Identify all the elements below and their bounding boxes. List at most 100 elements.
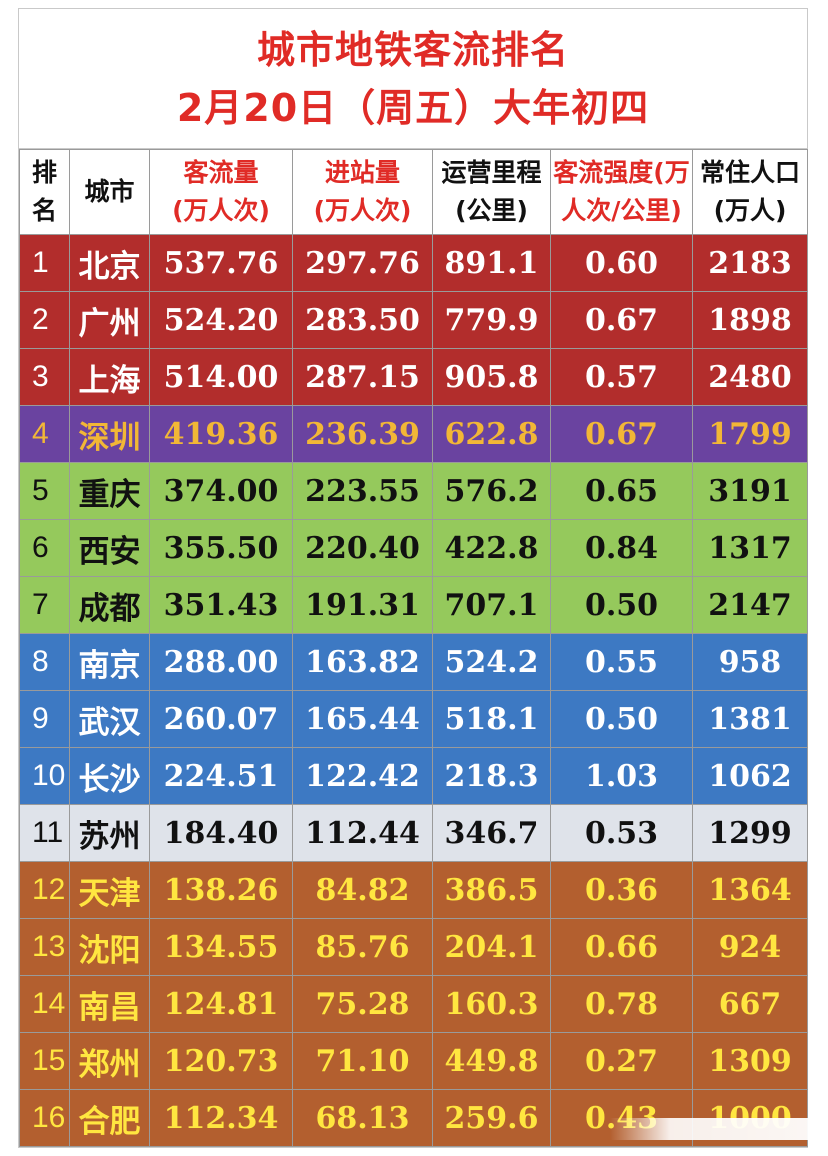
rank-cell: 4 bbox=[19, 405, 70, 463]
entries-cell: 75.28 bbox=[292, 975, 433, 1033]
intensity-cell: 0.50 bbox=[550, 690, 693, 748]
population-cell: 2147 bbox=[692, 576, 808, 634]
table-row: 1 北京 537.76 297.76 891.1 0.60 2183 bbox=[19, 234, 808, 292]
population-cell: 1299 bbox=[692, 804, 808, 862]
mileage-cell: 524.2 bbox=[432, 633, 551, 691]
population-cell: 958 bbox=[692, 633, 808, 691]
mileage-cell: 707.1 bbox=[432, 576, 551, 634]
table-row: 2 广州 524.20 283.50 779.9 0.67 1898 bbox=[19, 291, 808, 349]
intensity-cell: 0.55 bbox=[550, 633, 693, 691]
mileage-cell: 160.3 bbox=[432, 975, 551, 1033]
page-subtitle: 2月20日（周五）大年初四 bbox=[176, 86, 650, 130]
ranking-table: 排名 城市 客流量 (万人次) 进站量 (万人次) 运营里程 (公里) 客流强度(万人… bbox=[19, 149, 808, 1147]
population-cell: 2183 bbox=[692, 234, 808, 292]
table-row: 14 南昌 124.81 75.28 160.3 0.78 667 bbox=[19, 975, 808, 1033]
intensity-cell: 0.84 bbox=[550, 519, 693, 577]
rank-cell: 13 bbox=[19, 918, 70, 976]
population-cell: 667 bbox=[692, 975, 808, 1033]
rank-cell: 8 bbox=[19, 633, 70, 691]
population-cell: 1799 bbox=[692, 405, 808, 463]
entries-cell: 283.50 bbox=[292, 291, 433, 349]
rank-cell: 7 bbox=[19, 576, 70, 634]
title-block: 城市地铁客流排名 2月20日（周五）大年初四 bbox=[19, 9, 807, 149]
ridership-cell: 184.40 bbox=[149, 804, 293, 862]
city-cell: 长沙 bbox=[69, 747, 150, 805]
population-cell: 1898 bbox=[692, 291, 808, 349]
mileage-cell: 779.9 bbox=[432, 291, 551, 349]
ridership-cell: 260.07 bbox=[149, 690, 293, 748]
entries-cell: 165.44 bbox=[292, 690, 433, 748]
mileage-cell: 346.7 bbox=[432, 804, 551, 862]
entries-cell: 85.76 bbox=[292, 918, 433, 976]
ridership-cell: 514.00 bbox=[149, 348, 293, 406]
entries-cell: 68.13 bbox=[292, 1089, 433, 1147]
intensity-cell: 1.03 bbox=[550, 747, 693, 805]
population-cell: 1381 bbox=[692, 690, 808, 748]
city-cell: 重庆 bbox=[69, 462, 150, 520]
rank-cell: 9 bbox=[19, 690, 70, 748]
table-row: 5 重庆 374.00 223.55 576.2 0.65 3191 bbox=[19, 462, 808, 520]
rank-cell: 2 bbox=[19, 291, 70, 349]
ranking-sheet: 城市地铁客流排名 2月20日（周五）大年初四 排名 城市 客流量 (万人次) 进站… bbox=[18, 8, 808, 1148]
population-cell: 3191 bbox=[692, 462, 808, 520]
header-mileage: 运营里程 (公里) bbox=[432, 149, 551, 235]
rank-cell: 15 bbox=[19, 1032, 70, 1090]
city-cell: 深圳 bbox=[69, 405, 150, 463]
mileage-cell: 218.3 bbox=[432, 747, 551, 805]
table-row: 7 成都 351.43 191.31 707.1 0.50 2147 bbox=[19, 576, 808, 634]
intensity-cell: 0.67 bbox=[550, 291, 693, 349]
intensity-cell: 0.78 bbox=[550, 975, 693, 1033]
population-cell: 1317 bbox=[692, 519, 808, 577]
ridership-cell: 524.20 bbox=[149, 291, 293, 349]
ridership-cell: 120.73 bbox=[149, 1032, 293, 1090]
entries-cell: 297.76 bbox=[292, 234, 433, 292]
table-row: 13 沈阳 134.55 85.76 204.1 0.66 924 bbox=[19, 918, 808, 976]
rank-cell: 16 bbox=[19, 1089, 70, 1147]
city-cell: 沈阳 bbox=[69, 918, 150, 976]
city-cell: 郑州 bbox=[69, 1032, 150, 1090]
entries-cell: 122.42 bbox=[292, 747, 433, 805]
table-row: 6 西安 355.50 220.40 422.8 0.84 1317 bbox=[19, 519, 808, 577]
population-cell: 2480 bbox=[692, 348, 808, 406]
ridership-cell: 138.26 bbox=[149, 861, 293, 919]
ridership-cell: 288.00 bbox=[149, 633, 293, 691]
ridership-cell: 224.51 bbox=[149, 747, 293, 805]
ridership-cell: 419.36 bbox=[149, 405, 293, 463]
entries-cell: 163.82 bbox=[292, 633, 433, 691]
city-cell: 上海 bbox=[69, 348, 150, 406]
city-cell: 苏州 bbox=[69, 804, 150, 862]
table-body: 1 北京 537.76 297.76 891.1 0.60 2183 2 广州 524.20 283… bbox=[19, 234, 808, 1147]
header-city: 城市 bbox=[69, 149, 150, 235]
intensity-cell: 0.50 bbox=[550, 576, 693, 634]
table-row: 12 天津 138.26 84.82 386.5 0.36 1364 bbox=[19, 861, 808, 919]
mileage-cell: 204.1 bbox=[432, 918, 551, 976]
population-cell: 924 bbox=[692, 918, 808, 976]
page-title: 城市地铁客流排名 bbox=[256, 28, 569, 72]
rank-cell: 14 bbox=[19, 975, 70, 1033]
city-cell: 北京 bbox=[69, 234, 150, 292]
population-cell: 1364 bbox=[692, 861, 808, 919]
mileage-cell: 422.8 bbox=[432, 519, 551, 577]
city-cell: 武汉 bbox=[69, 690, 150, 748]
rank-cell: 6 bbox=[19, 519, 70, 577]
city-cell: 南昌 bbox=[69, 975, 150, 1033]
table-row: 3 上海 514.00 287.15 905.8 0.57 2480 bbox=[19, 348, 808, 406]
mileage-cell: 576.2 bbox=[432, 462, 551, 520]
population-cell: 1062 bbox=[692, 747, 808, 805]
rank-cell: 12 bbox=[19, 861, 70, 919]
entries-cell: 236.39 bbox=[292, 405, 433, 463]
entries-cell: 220.40 bbox=[292, 519, 433, 577]
table-row: 11 苏州 184.40 112.44 346.7 0.53 1299 bbox=[19, 804, 808, 862]
table-row: 8 南京 288.00 163.82 524.2 0.55 958 bbox=[19, 633, 808, 691]
ridership-cell: 134.55 bbox=[149, 918, 293, 976]
entries-cell: 71.10 bbox=[292, 1032, 433, 1090]
rank-cell: 5 bbox=[19, 462, 70, 520]
intensity-cell: 0.66 bbox=[550, 918, 693, 976]
intensity-cell: 0.53 bbox=[550, 804, 693, 862]
intensity-cell: 0.27 bbox=[550, 1032, 693, 1090]
header-entries: 进站量 (万人次) bbox=[292, 149, 433, 235]
city-cell: 成都 bbox=[69, 576, 150, 634]
intensity-cell: 0.65 bbox=[550, 462, 693, 520]
mileage-cell: 891.1 bbox=[432, 234, 551, 292]
city-cell: 西安 bbox=[69, 519, 150, 577]
